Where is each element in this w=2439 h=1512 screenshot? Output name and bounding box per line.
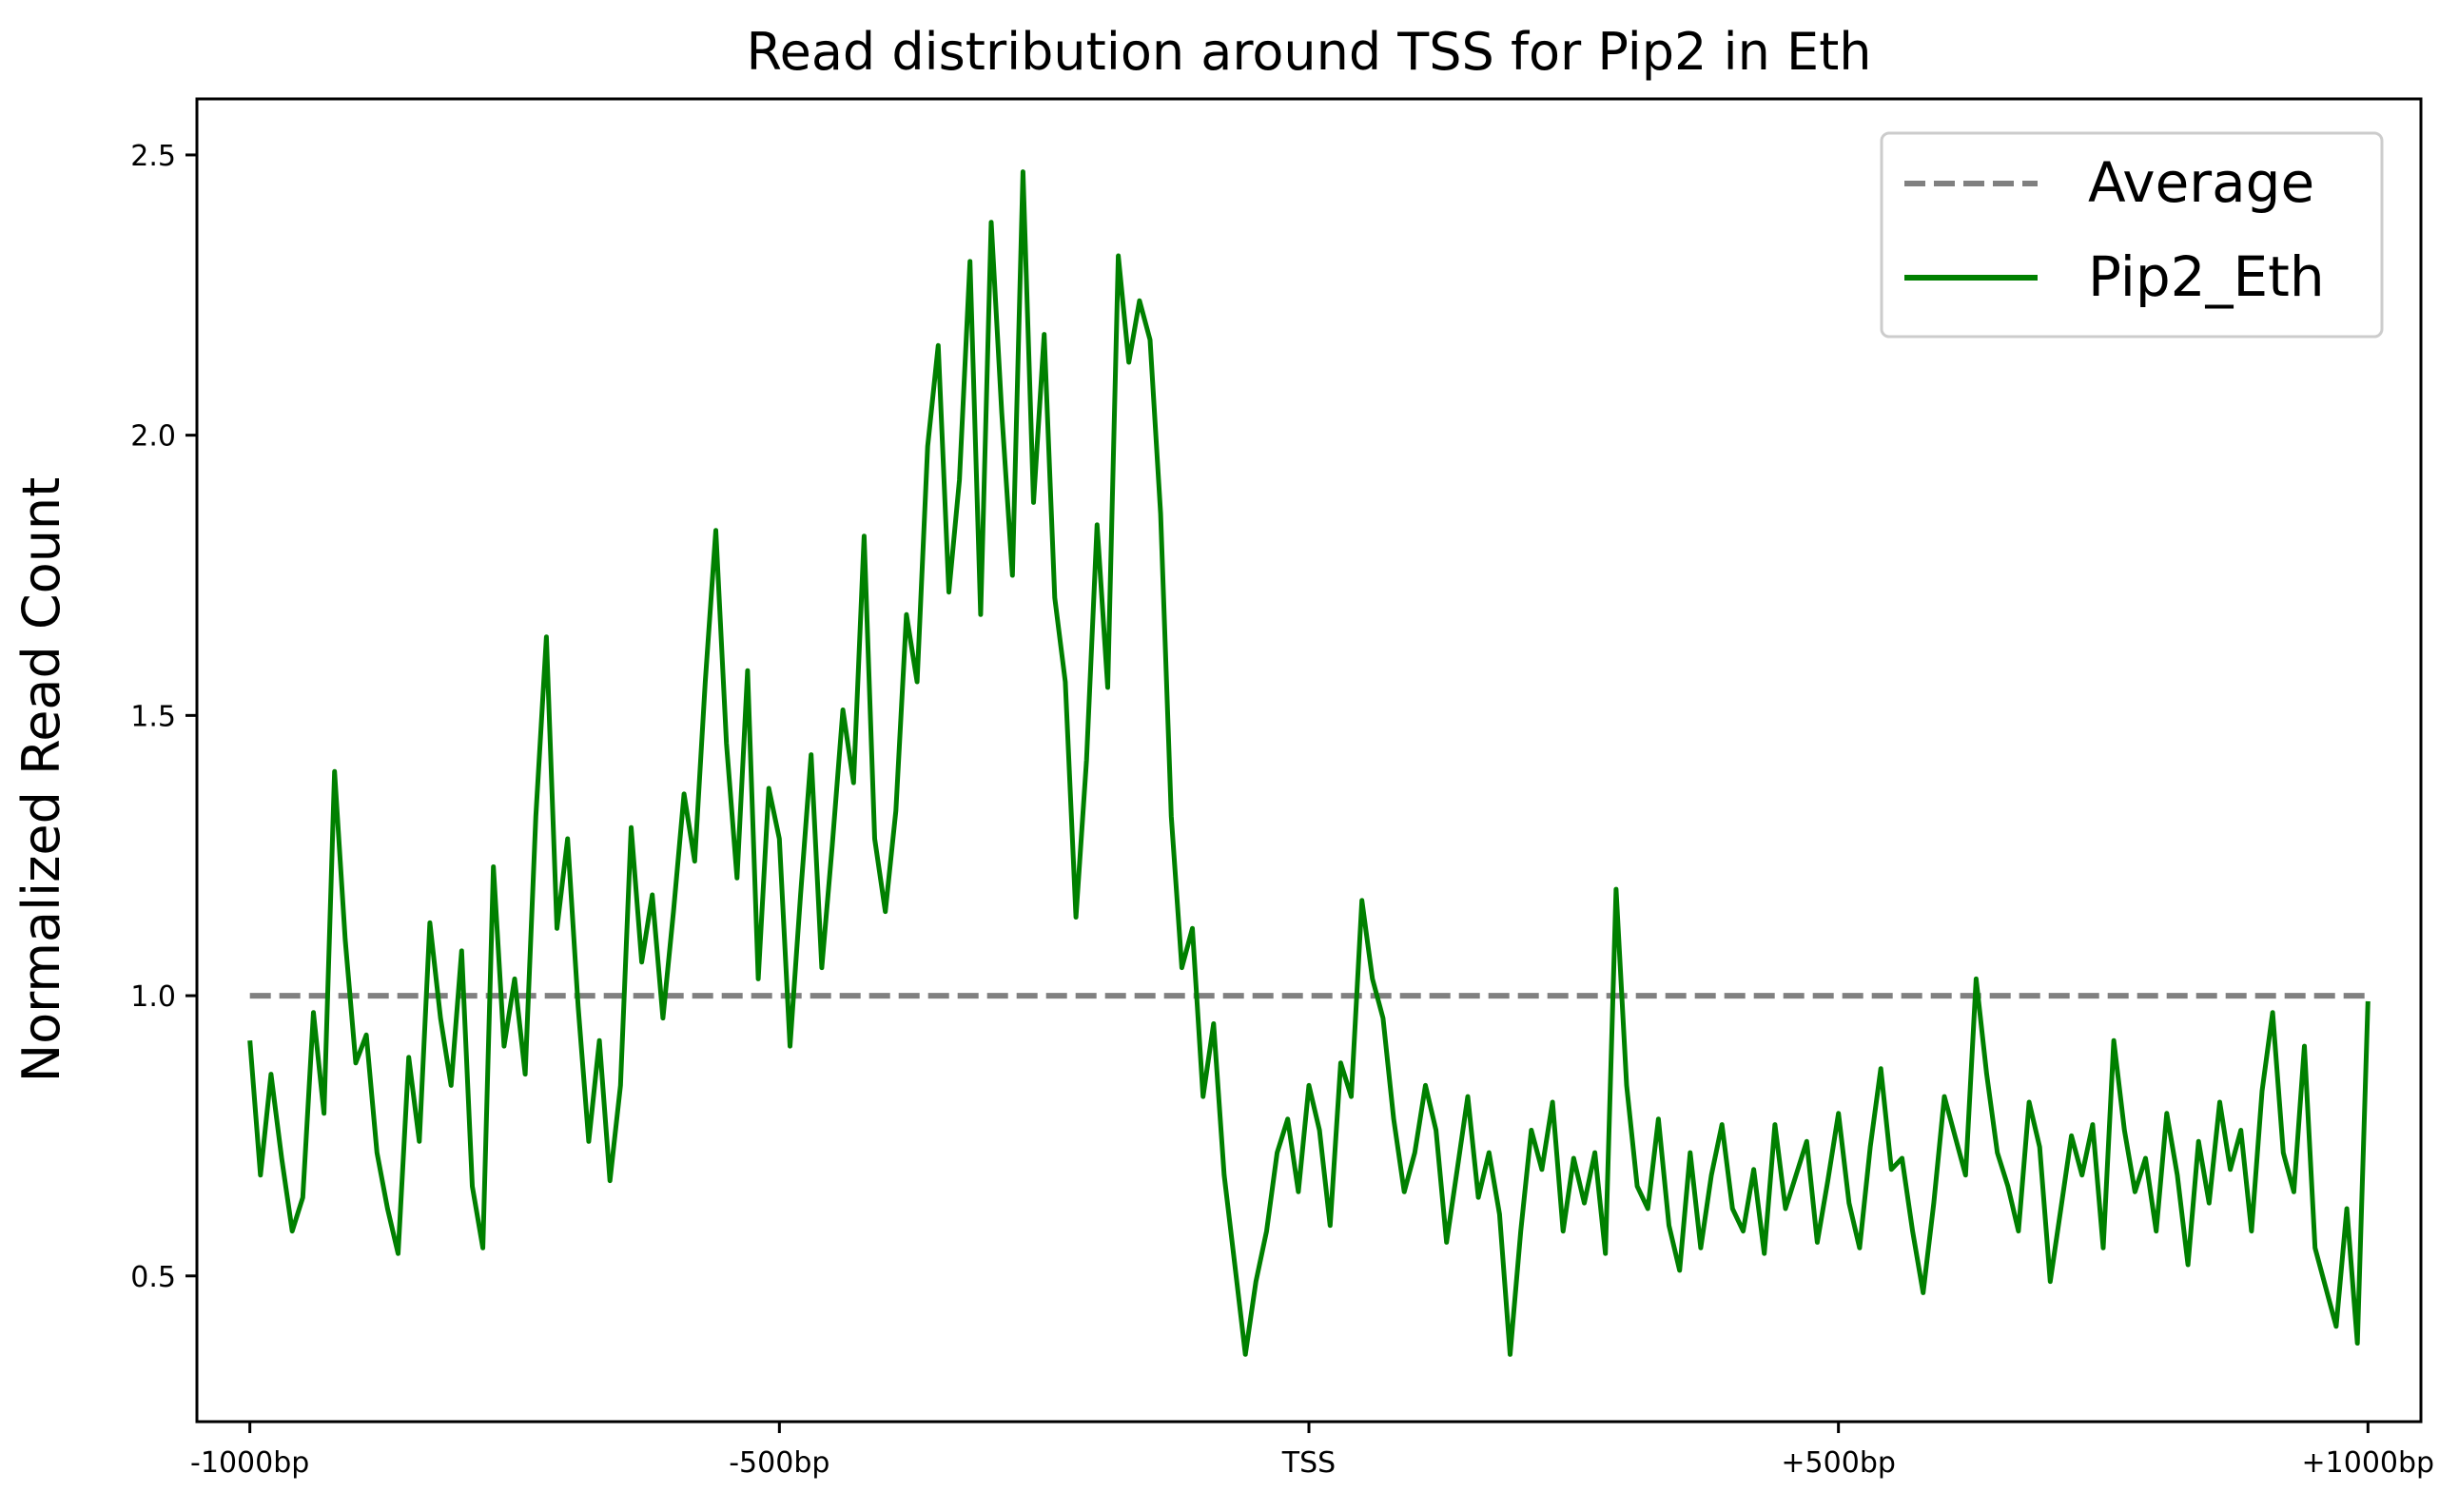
x-tick-label: +500bp — [1781, 1446, 1895, 1480]
x-tick-label: -1000bp — [190, 1446, 309, 1480]
x-tick-label: -500bp — [729, 1446, 829, 1480]
y-tick-label: 2.0 — [130, 420, 176, 454]
legend-average-label: Average — [2088, 150, 2314, 215]
x-tick-label: TSS — [1281, 1446, 1336, 1480]
x-axis: -1000bp -500bp TSS +500bp +1000bp — [190, 1422, 2434, 1480]
legend-pip2-eth-label: Pip2_Eth — [2088, 244, 2325, 309]
y-axis-label: Normalized Read Count — [11, 477, 71, 1083]
chart-title: Read distribution around TSS for Pip2 in… — [747, 22, 1872, 82]
y-tick-label: 1.0 — [130, 980, 176, 1014]
x-tick-label: +1000bp — [2302, 1446, 2435, 1480]
y-tick-label: 1.5 — [130, 700, 176, 733]
y-axis: 0.5 1.0 1.5 2.0 2.5 — [130, 140, 197, 1294]
legend: Average Pip2_Eth — [1880, 131, 2384, 339]
y-tick-label: 2.5 — [130, 140, 176, 173]
series-line-pip2-eth — [247, 169, 2371, 1357]
plot-lines — [247, 169, 2371, 1357]
y-tick-label: 0.5 — [130, 1261, 176, 1294]
